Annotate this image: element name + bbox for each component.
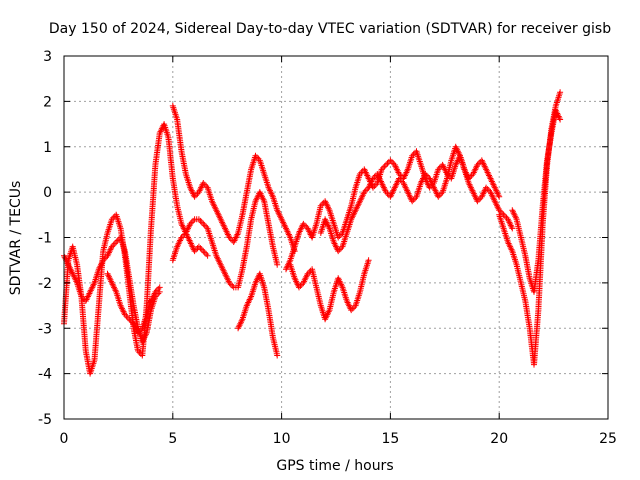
data-point-plus <box>388 158 395 165</box>
data-point-plus <box>384 160 391 167</box>
y-axis-title: SDTVAR / TECUs <box>8 181 24 296</box>
data-point-plus <box>198 219 205 226</box>
data-point-plus <box>201 249 208 256</box>
data-point-plus <box>190 217 197 224</box>
data-point-plus <box>383 161 389 168</box>
data-point-plus <box>200 220 207 227</box>
y-tick-label: -1 <box>38 231 52 247</box>
x-axis-title: GPS time / hours <box>276 458 393 474</box>
y-tick-label: -2 <box>38 276 52 292</box>
data-point-plus <box>197 217 204 224</box>
x-tick-label: 0 <box>60 431 69 447</box>
x-tick-label: 5 <box>168 431 177 447</box>
x-tick-label: 20 <box>490 431 508 447</box>
x-axis-tick-labels: 0 5 10 15 20 25 <box>60 431 617 447</box>
x-tick-label: 10 <box>273 431 291 447</box>
data-point-plus <box>557 116 564 123</box>
data-point-plus <box>387 157 394 164</box>
data-point-plus <box>201 222 208 229</box>
data-point-plus <box>496 193 503 200</box>
data-point-plus <box>204 252 211 259</box>
x-tick-label: 15 <box>381 431 399 447</box>
y-tick-label: 2 <box>43 94 52 110</box>
data-point-plus <box>198 246 205 253</box>
data-point-plus <box>197 245 204 252</box>
data-point-plus <box>200 248 207 255</box>
axis-ticks <box>63 55 609 420</box>
data-point-plus <box>381 163 388 170</box>
y-tick-label: 3 <box>43 49 52 65</box>
data-point-plus <box>195 243 202 250</box>
data-point-plus <box>274 261 281 268</box>
y-tick-label: -4 <box>38 367 52 383</box>
chart-title: Day 150 of 2024, Sidereal Day-to-day VTE… <box>49 21 611 37</box>
data-point-plus <box>156 284 163 291</box>
y-tick-label: 0 <box>43 185 52 201</box>
y-tick-label: 1 <box>43 140 52 156</box>
data-point-plus <box>274 352 281 359</box>
data-point-plus <box>229 282 236 289</box>
data-point-plus <box>509 225 516 232</box>
data-point-plus <box>365 257 372 264</box>
data-point-plus <box>557 89 564 96</box>
y-tick-label: -5 <box>38 412 52 428</box>
y-axis-tick-labels: -5 -4 -3 -2 -1 0 1 2 3 <box>38 49 52 428</box>
data-points <box>61 89 564 377</box>
y-tick-label: -3 <box>38 321 52 337</box>
x-tick-label: 25 <box>599 431 617 447</box>
data-point-plus <box>155 285 162 292</box>
